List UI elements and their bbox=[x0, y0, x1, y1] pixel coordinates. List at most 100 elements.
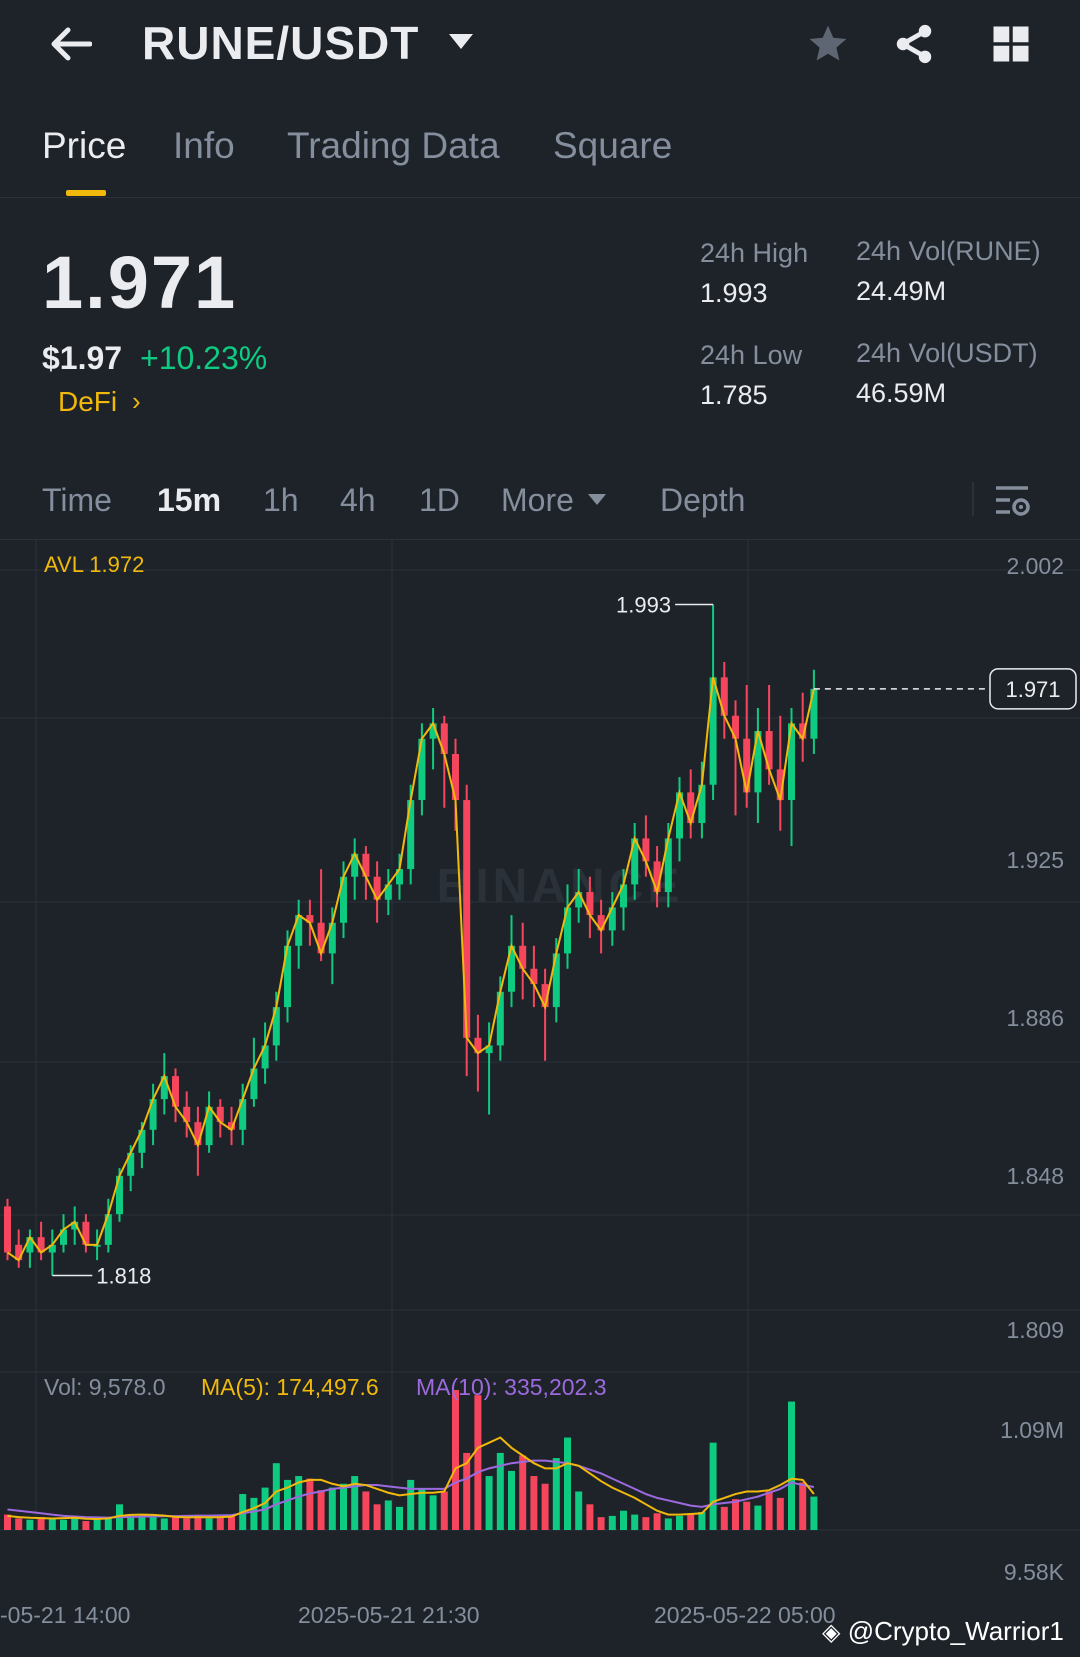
candle-body bbox=[564, 907, 571, 954]
favorite-button[interactable] bbox=[802, 18, 854, 70]
candle-body bbox=[149, 1099, 157, 1130]
candle-body bbox=[631, 838, 639, 885]
candle-body bbox=[620, 884, 627, 908]
volume-bar bbox=[340, 1483, 347, 1530]
volume-bar bbox=[452, 1390, 459, 1530]
high-marker-label: 1.993 bbox=[616, 593, 671, 618]
volume-bar bbox=[788, 1401, 795, 1530]
volume-bar bbox=[776, 1497, 784, 1530]
volume-bar bbox=[317, 1490, 325, 1530]
back-arrow-icon bbox=[51, 27, 92, 61]
pair-title[interactable]: RUNE/USDT bbox=[142, 17, 420, 69]
candle-body bbox=[37, 1237, 45, 1253]
candle-body bbox=[396, 869, 403, 885]
candle-body bbox=[407, 800, 415, 870]
volume-bar bbox=[799, 1482, 807, 1530]
volume-bar bbox=[653, 1513, 661, 1530]
avl-label: AVL 1.972 bbox=[44, 552, 145, 577]
volume-bar bbox=[306, 1478, 314, 1530]
candle-body bbox=[340, 876, 347, 923]
candle-body bbox=[508, 945, 515, 992]
volume-bar bbox=[138, 1517, 146, 1530]
volume-bar bbox=[82, 1521, 90, 1530]
price-tick-label: 1.925 bbox=[1006, 847, 1064, 873]
candle-body bbox=[788, 723, 795, 801]
price-change-percent: +10.23% bbox=[140, 340, 268, 376]
volume-bar bbox=[149, 1515, 157, 1530]
candle-body bbox=[541, 984, 549, 1008]
interval-1h[interactable]: 1h bbox=[263, 482, 299, 518]
share-icon bbox=[896, 24, 932, 64]
candle-body bbox=[429, 723, 437, 739]
volume-bar bbox=[541, 1483, 549, 1530]
volume-bar bbox=[418, 1488, 426, 1530]
interval-depth[interactable]: Depth bbox=[660, 482, 746, 518]
chart-settings-icon[interactable] bbox=[994, 482, 1030, 522]
candle-body bbox=[754, 731, 762, 793]
volume-bar bbox=[216, 1517, 224, 1530]
low-value: 1.785 bbox=[700, 380, 768, 410]
candle-body bbox=[295, 915, 303, 946]
caret-down-icon[interactable] bbox=[446, 30, 476, 54]
sector-tag[interactable]: DeFi bbox=[58, 386, 118, 417]
more-caret-icon[interactable] bbox=[586, 492, 608, 508]
interval-more[interactable]: More bbox=[501, 482, 574, 518]
interval-time[interactable]: Time bbox=[42, 482, 112, 518]
candle-body bbox=[597, 915, 605, 931]
candle-body bbox=[71, 1221, 79, 1230]
chevron-right-icon[interactable]: › bbox=[132, 386, 141, 416]
candle-body bbox=[765, 731, 773, 770]
price-chart[interactable]: BINANCE 2.002 1.925 1.886 1.848 1.809 1.993 1.8… bbox=[0, 540, 1080, 1657]
volume-bar bbox=[26, 1519, 34, 1530]
candle-body bbox=[317, 922, 325, 954]
volume-bar bbox=[564, 1437, 571, 1530]
tab-square[interactable]: Square bbox=[553, 125, 673, 166]
volume-bar bbox=[362, 1491, 370, 1530]
top-bar: RUNE/USDT bbox=[0, 0, 1080, 90]
interval-4h[interactable]: 4h bbox=[340, 482, 376, 518]
candle-body bbox=[48, 1244, 56, 1253]
volume-bar bbox=[272, 1463, 280, 1530]
volume-bar bbox=[765, 1491, 773, 1530]
candle-body bbox=[687, 792, 695, 824]
candle-body bbox=[194, 1122, 202, 1146]
binance-logo-icon: ◈ bbox=[822, 1619, 841, 1646]
vol-usdt-value: 46.59M bbox=[856, 378, 947, 408]
candle-body bbox=[418, 738, 426, 801]
candle-body bbox=[776, 769, 784, 801]
price-tick-label: 1.848 bbox=[1006, 1163, 1064, 1189]
candle-body bbox=[239, 1099, 247, 1130]
high-label: 24h High bbox=[700, 238, 809, 268]
volume-bar bbox=[698, 1512, 706, 1530]
volume-bar bbox=[720, 1506, 728, 1530]
volume-bar bbox=[160, 1518, 168, 1530]
grid-icon bbox=[993, 26, 1029, 62]
interval-1d[interactable]: 1D bbox=[419, 482, 460, 518]
candle-body bbox=[351, 853, 359, 877]
volume-bar bbox=[71, 1515, 79, 1530]
share-button[interactable] bbox=[888, 18, 940, 70]
volume-bar bbox=[328, 1487, 336, 1530]
tab-trading-data[interactable]: Trading Data bbox=[287, 125, 500, 166]
back-button[interactable] bbox=[40, 20, 100, 68]
candle-body bbox=[384, 884, 392, 900]
interval-15m[interactable]: 15m bbox=[157, 482, 222, 518]
candle-body bbox=[138, 1129, 146, 1153]
time-label-2: 2025-05-21 21:30 bbox=[298, 1602, 480, 1628]
tab-price[interactable]: Price bbox=[42, 125, 127, 166]
candle-body bbox=[664, 838, 672, 893]
candle-body bbox=[519, 945, 527, 969]
grid-menu-button[interactable] bbox=[985, 18, 1037, 70]
volume-bar bbox=[104, 1518, 112, 1530]
volume-bar bbox=[586, 1504, 594, 1530]
tab-info[interactable]: Info bbox=[173, 125, 235, 166]
last-price: 1.971 bbox=[42, 241, 238, 324]
binance-watermark: BINANCE bbox=[437, 860, 684, 913]
volume-bar bbox=[284, 1479, 291, 1530]
volume-bar bbox=[396, 1506, 403, 1530]
candle-body bbox=[127, 1152, 135, 1176]
candle-body bbox=[452, 754, 459, 801]
candle-body bbox=[82, 1221, 90, 1245]
volume-bar bbox=[709, 1442, 717, 1530]
vol-rune-label: 24h Vol(RUNE) bbox=[856, 236, 1041, 266]
